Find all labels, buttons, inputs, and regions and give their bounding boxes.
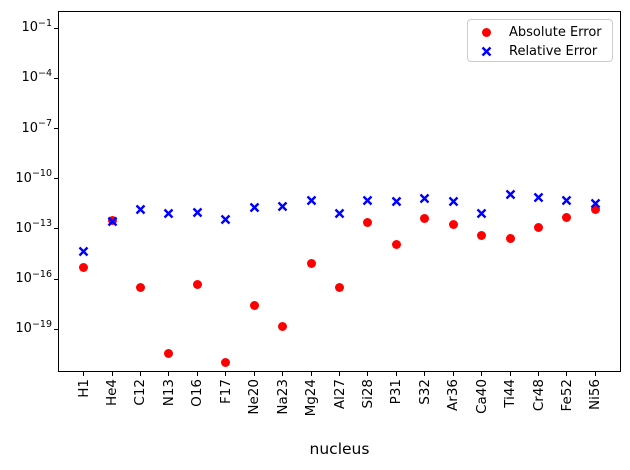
data-point-absolute-error-Na23 — [278, 321, 288, 331]
data-point-relative-error-Ca40 — [476, 204, 487, 219]
y-tick-mark — [54, 27, 58, 29]
legend-label-absolute-error: Absolute Error — [509, 25, 602, 40]
x-tick-mark — [111, 372, 113, 376]
data-point-relative-error-He4 — [107, 212, 118, 227]
legend: Absolute Error Relative Error — [467, 19, 613, 62]
y-tick-label-1e-16: 10−16 — [15, 268, 52, 287]
data-point-relative-error-Ni56 — [590, 194, 601, 209]
data-point-absolute-error-F17 — [221, 358, 231, 368]
data-point-absolute-error-Mg24 — [306, 258, 316, 268]
y-tick-label-1e-13: 10−13 — [15, 218, 52, 236]
x-tick-label-text: N13 — [160, 379, 177, 407]
x-tick-mark — [310, 372, 312, 376]
x-tick-mark — [367, 372, 369, 376]
data-point-relative-error-Al27 — [334, 204, 345, 219]
x-tick-mark — [253, 372, 255, 376]
x-tick-mark — [196, 372, 198, 376]
data-point-relative-error-H1 — [78, 242, 89, 257]
x-tick-label-text: Cr48 — [530, 379, 547, 412]
x-tick-label-text: He4 — [104, 379, 121, 407]
y-tick-label-1e-4: 10−4 — [21, 67, 52, 86]
x-tick-label-text: O16 — [189, 379, 206, 407]
x-tick-mark — [83, 372, 85, 376]
x-tick-label-text: H1 — [75, 379, 92, 398]
y-tick-mark — [54, 228, 58, 230]
y-tick-mark — [54, 128, 58, 130]
x-tick-mark — [594, 372, 596, 376]
x-tick-label-text: Al27 — [331, 379, 348, 410]
y-tick-label-1e-7: 10−7 — [21, 118, 52, 136]
x-tick-mark — [225, 372, 227, 376]
data-point-relative-error-F17 — [220, 210, 231, 225]
data-point-absolute-error-N13 — [164, 349, 174, 359]
x-marker-icon — [481, 46, 492, 57]
x-tick-label-text: Mg24 — [303, 379, 320, 417]
x-tick-label-text: Ni56 — [587, 379, 604, 411]
data-point-relative-error-Si28 — [362, 191, 373, 206]
x-tick-label-text: Na23 — [274, 379, 291, 415]
data-point-absolute-error-C12 — [135, 283, 145, 293]
y-tick-label-1e-1: 10−1 — [21, 17, 52, 36]
x-tick-mark — [509, 372, 511, 376]
x-tick-mark — [339, 372, 340, 376]
x-tick-label-text: F17 — [217, 379, 234, 404]
x-tick-mark — [424, 372, 426, 376]
y-tick-mark — [54, 77, 58, 79]
x-tick-mark — [139, 372, 141, 376]
data-point-relative-error-Na23 — [277, 197, 288, 211]
y-tick-mark — [54, 178, 58, 180]
data-point-relative-error-Fe52 — [561, 191, 572, 206]
x-tick-label-text: Ca40 — [473, 379, 490, 414]
data-point-relative-error-Mg24 — [306, 191, 317, 206]
data-point-relative-error-Ar36 — [448, 192, 459, 207]
x-tick-mark — [168, 372, 170, 376]
plot-area — [58, 11, 621, 372]
data-point-relative-error-P31 — [391, 192, 402, 207]
x-axis-title: nucleus — [309, 440, 370, 458]
data-point-absolute-error-H1 — [79, 262, 89, 272]
circle-marker-icon — [481, 27, 492, 38]
x-tick-label-text: P31 — [388, 379, 405, 405]
legend-label-relative-error: Relative Error — [509, 44, 598, 59]
data-point-relative-error-Ti44 — [505, 185, 516, 200]
x-tick-mark — [395, 372, 397, 376]
legend-item-relative-error: Relative Error — [468, 42, 612, 61]
y-tick-label-1e-19: 10−19 — [15, 318, 52, 337]
data-point-relative-error-Cr48 — [533, 188, 544, 202]
data-point-absolute-error-Ar36 — [448, 220, 458, 230]
data-point-absolute-error-Ni56 — [590, 204, 600, 214]
data-point-relative-error-N13 — [163, 204, 174, 219]
data-point-absolute-error-Ti44 — [505, 233, 515, 243]
data-point-absolute-error-Ne20 — [249, 301, 259, 311]
data-point-absolute-error-Fe52 — [562, 212, 572, 222]
data-point-absolute-error-Ca40 — [477, 231, 487, 241]
x-tick-label-text: Ti44 — [502, 379, 519, 408]
data-point-absolute-error-P31 — [391, 240, 401, 250]
y-tick-mark — [54, 278, 58, 280]
y-tick-label-1e-10: 10−10 — [15, 168, 52, 186]
data-point-absolute-error-Si28 — [363, 217, 373, 227]
data-point-relative-error-Ne20 — [249, 198, 260, 212]
x-tick-mark — [282, 372, 284, 376]
y-tick-mark — [54, 328, 58, 330]
data-point-absolute-error-S32 — [420, 213, 430, 223]
x-tick-mark — [452, 372, 454, 376]
x-tick-mark — [481, 372, 483, 376]
x-tick-label-text: Ar36 — [445, 379, 462, 411]
x-tick-label-text: Ne20 — [246, 379, 263, 415]
x-tick-mark — [538, 372, 540, 376]
data-point-relative-error-S32 — [419, 189, 430, 204]
data-point-absolute-error-Cr48 — [534, 223, 544, 233]
data-point-relative-error-O16 — [192, 203, 203, 218]
data-point-absolute-error-Al27 — [335, 283, 344, 293]
legend-item-absolute-error: Absolute Error — [468, 23, 612, 42]
x-tick-label-text: C12 — [132, 379, 149, 406]
x-tick-mark — [566, 372, 568, 376]
data-point-relative-error-C12 — [135, 200, 146, 215]
x-tick-label-text: S32 — [416, 379, 433, 405]
x-tick-label-text: Si28 — [359, 379, 376, 409]
data-point-absolute-error-O16 — [192, 279, 202, 289]
x-tick-label-text: Fe52 — [558, 379, 575, 412]
